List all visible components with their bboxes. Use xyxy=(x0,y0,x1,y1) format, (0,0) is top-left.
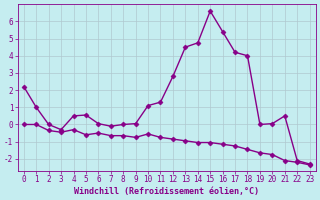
X-axis label: Windchill (Refroidissement éolien,°C): Windchill (Refroidissement éolien,°C) xyxy=(74,187,259,196)
